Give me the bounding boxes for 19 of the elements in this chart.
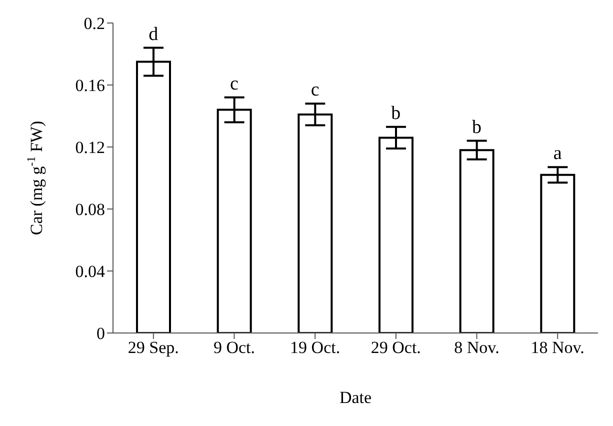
annotation: d: [148, 24, 159, 45]
annotation: c: [230, 73, 238, 94]
x-tick-label: 29 Sep.: [128, 338, 179, 358]
x-tick-label: 9 Oct.: [213, 338, 256, 358]
y-tick-label: 0.04: [75, 262, 106, 282]
y-tick-label: 0.12: [75, 138, 105, 158]
x-tick-label: 18 Nov.: [530, 338, 584, 358]
y-tick-label: 0.08: [75, 200, 105, 220]
y-tick-label: 0.16: [75, 76, 105, 96]
y-tick-label: 0: [96, 324, 105, 344]
annotation: b: [472, 116, 482, 138]
x-tick-label: 29 Oct.: [370, 338, 421, 358]
x-tick-label: 19 Oct.: [290, 338, 340, 358]
annotation: c: [310, 80, 320, 101]
x-axis-title: Date: [339, 388, 372, 408]
y-tick-label: 0.2: [84, 14, 105, 34]
annotation: b: [391, 102, 401, 124]
x-tick-label: 8 Nov.: [454, 338, 500, 358]
annotation: a: [553, 143, 562, 164]
